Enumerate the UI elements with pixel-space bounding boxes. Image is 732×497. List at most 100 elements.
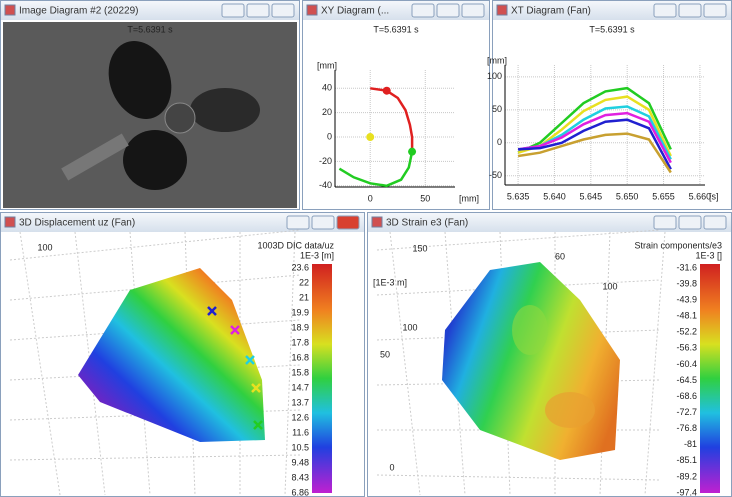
window-max-button[interactable] [311,215,335,230]
window-close-button[interactable] [703,215,727,230]
y-unit: [mm] [317,60,337,70]
axis-label-3d: 100 [37,242,52,252]
x-tick-label: 0 [368,193,373,203]
window-icon [4,216,16,228]
legend-value: 9.48 [291,457,309,467]
window-min-button[interactable] [653,3,677,18]
window-close-button[interactable] [271,3,295,18]
window-close-button[interactable] [336,215,360,230]
grid-3d [376,229,661,251]
point-marker [251,383,261,393]
color-bar [312,264,332,493]
legend-value: -39.8 [676,278,697,288]
legend-value: -85.1 [676,455,697,465]
window-min-button[interactable] [286,215,310,230]
point-marker [230,325,240,335]
window-title: 3D Strain e3 (Fan) [386,218,468,229]
window-min-button[interactable] [653,215,677,230]
x-tick-label: 5.640 [543,191,566,201]
y-tick-label: 40 [322,83,332,93]
legend-value: 23.6 [291,262,309,272]
legend-unit: 1E-3 [m] [300,250,334,260]
y-tick-label: -40 [319,180,332,190]
x-unit: [s] [709,191,719,201]
legend-value: -43.9 [676,295,697,305]
grid-3d [9,229,301,261]
data-line [517,86,672,154]
legend-title: 3D DIC data/uz [272,240,334,250]
x-tick-label: 5.650 [616,191,639,201]
axis-label-3d: 100 [402,322,417,332]
point-marker [245,355,255,365]
window-frame [302,0,490,210]
y-tick-label: 100 [487,71,502,81]
window-max-button[interactable] [678,215,702,230]
y-tick-label: 20 [322,107,332,117]
window-icon [371,216,383,228]
window-max-button[interactable] [678,3,702,18]
data-point [366,133,375,142]
strain-patch [545,392,595,428]
time-label: T=5.6391 s [127,24,173,34]
grid-3d [9,454,301,461]
legend-value: 10.5 [291,442,309,452]
point-marker [207,306,217,316]
legend-value: 15.8 [291,367,309,377]
y-tick-label: 0 [327,131,332,141]
x-tick-label: 5.660 [689,191,712,201]
data-line [518,118,672,170]
legend-value: 13.7 [291,397,309,407]
title-bar [368,213,731,232]
time-label: T=5.6391 s [589,24,635,34]
window-frame [492,0,732,210]
legend-unit: 1E-3 [] [695,250,722,260]
data-point [408,147,417,156]
axis-label-3d: 0 [389,462,394,472]
fan-image [61,41,260,190]
y-tick-label: -20 [319,156,332,166]
window-icon [4,4,16,16]
legend-value: -72.7 [676,407,697,417]
axis-label-3d: 100 [257,240,272,250]
legend-value: -60.4 [676,359,697,369]
axis-label-3d: 150 [412,243,427,253]
legend-value: -68.6 [676,391,697,401]
window-close-button[interactable] [703,3,727,18]
window-max-button[interactable] [436,3,460,18]
window-title: XY Diagram (... [321,6,389,17]
grid-3d [376,474,661,481]
time-label: T=5.6391 s [373,24,419,34]
axis-label-3d: [1E-3 m] [373,277,407,287]
window-icon [306,4,318,16]
legend-value: -31.6 [676,262,697,272]
window-title: Image Diagram #2 (20229) [19,6,139,17]
x-tick-label: 50 [420,193,430,203]
legend-value: -97.4 [676,487,697,497]
title-bar [1,213,364,232]
legend-value: -56.3 [676,343,697,353]
window-close-button[interactable] [461,3,485,18]
legend-value: -81 [684,439,697,449]
y-unit: [mm] [487,55,507,65]
axis-label-3d: 100 [602,281,617,291]
window-min-button[interactable] [221,3,245,18]
y-tick-label: 0 [497,137,502,147]
legend-value: 19.9 [291,307,309,317]
data-line [338,151,414,188]
window-min-button[interactable] [411,3,435,18]
legend-value: 11.6 [292,427,309,437]
legend-value: 22 [299,277,309,287]
legend-value: -76.8 [676,423,697,433]
legend-value: -48.1 [676,311,697,321]
legend-title: Strain components/e3 [634,240,722,250]
legend-value: 21 [299,292,309,302]
window-icon [496,4,508,16]
window-max-button[interactable] [246,3,270,18]
legend-value: 6.86 [291,487,309,497]
y-tick-label: 50 [492,104,502,114]
legend-value: 14.7 [291,382,309,392]
point-marker [253,420,263,430]
axis-label-3d: 60 [555,251,565,261]
legend-value: -52.2 [676,327,697,337]
